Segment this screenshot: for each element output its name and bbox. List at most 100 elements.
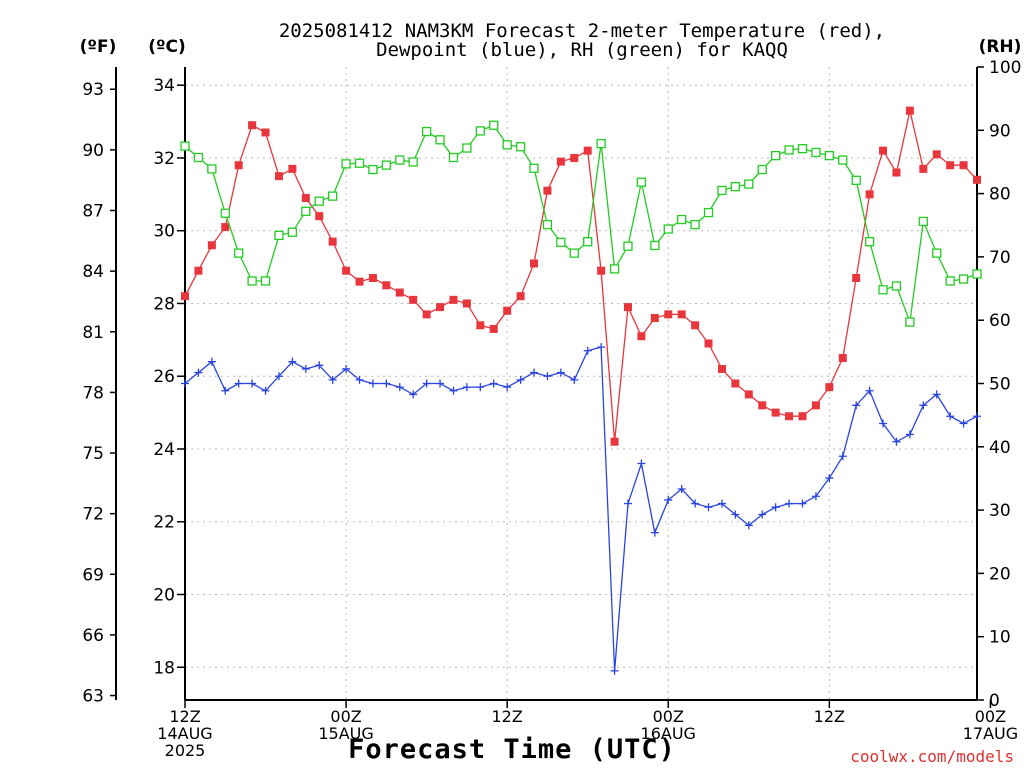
temperature-point — [825, 383, 834, 392]
rh-point — [220, 208, 230, 218]
series-line-dewpoint — [184, 346, 978, 671]
celsius-unit-label: (ºC) — [148, 37, 186, 57]
rh-tick-label: 60 — [989, 311, 1011, 331]
dewpoint-point — [946, 412, 955, 421]
temperature-point — [462, 299, 471, 308]
dewpoint-point — [771, 503, 780, 512]
dewpoint-point — [221, 386, 230, 395]
temperature-point — [315, 212, 324, 221]
fahrenheit-tick-label: 63 — [82, 687, 104, 707]
dewpoint-point — [301, 364, 310, 373]
rh-tick-label: 20 — [989, 564, 1011, 584]
rh-point — [824, 150, 834, 161]
fahrenheit-axis: 63 66 69 72 75 78 81 84 87 90 93 — [82, 80, 116, 707]
temperature-point — [328, 237, 337, 246]
dewpoint-point — [234, 379, 243, 388]
rh-point — [368, 164, 378, 175]
dewpoint-point — [664, 495, 673, 504]
dewpoint-point — [248, 379, 257, 388]
rh-point — [623, 241, 633, 251]
rh-point — [730, 181, 741, 192]
rh-tick-label: 80 — [989, 185, 1011, 205]
temperature-point — [879, 146, 888, 155]
temperature-point — [409, 295, 418, 304]
dewpoint-point — [825, 474, 834, 483]
rh-point — [838, 155, 848, 165]
temperature-point — [892, 168, 901, 177]
dewpoint-point — [436, 379, 445, 388]
dewpoint-point — [489, 379, 498, 388]
temperature-point — [919, 164, 928, 173]
celsius-tick-label: 30 — [153, 222, 175, 242]
rh-tick-label: 40 — [989, 438, 1011, 458]
temperature-point — [664, 310, 673, 319]
celsius-tick-label: 26 — [153, 367, 175, 387]
dewpoint-point — [181, 379, 189, 388]
temperature-point — [744, 390, 753, 399]
rh-point — [542, 219, 553, 230]
dewpoint-point — [919, 401, 928, 410]
grid-lines — [185, 67, 977, 700]
celsius-tick-label: 34 — [153, 76, 175, 96]
rh-point — [757, 164, 767, 175]
temperature-point — [489, 324, 498, 333]
celsius-tick-label: 20 — [153, 586, 175, 606]
dewpoint-point — [717, 499, 726, 508]
rh-point — [744, 179, 754, 189]
rh-point — [918, 216, 928, 227]
dewpoint-point — [785, 499, 794, 508]
fahrenheit-unit-label: (ºF) — [80, 37, 117, 57]
dewpoint-point — [422, 379, 431, 388]
rh-tick-label: 90 — [989, 121, 1011, 141]
temperature-point — [811, 401, 820, 410]
rh-point — [515, 142, 526, 152]
celsius-tick-label: 24 — [153, 440, 175, 460]
series-dewpoint — [181, 343, 981, 675]
dewpoint-point — [503, 383, 512, 392]
rh-point — [408, 157, 418, 167]
temperature-point — [570, 153, 579, 162]
fahrenheit-tick-label: 75 — [82, 444, 104, 464]
temperature-point — [288, 164, 297, 173]
time-tick-label: 12Z — [814, 707, 845, 726]
temperature-point — [717, 364, 726, 373]
temperature-point — [959, 161, 968, 170]
rh-point — [677, 214, 687, 225]
temperature-point — [610, 437, 619, 446]
dewpoint-point — [543, 372, 552, 381]
celsius-axis: 18 20 22 24 26 28 30 32 34 — [153, 76, 185, 678]
rh-point — [448, 152, 459, 163]
temperature-point — [623, 303, 632, 312]
rh-point — [636, 177, 647, 187]
series-temperature — [181, 106, 981, 446]
temperature-point — [221, 223, 230, 232]
fahrenheit-tick-label: 87 — [82, 201, 104, 221]
temperature-point — [342, 266, 351, 275]
dewpoint-point — [462, 383, 471, 392]
rh-point — [556, 237, 566, 247]
dewpoint-point — [650, 528, 659, 537]
temperature-point — [583, 146, 592, 155]
rh-point — [529, 163, 539, 173]
rh-point — [287, 227, 298, 237]
time-tick-label: 12Z — [492, 707, 523, 726]
fahrenheit-tick-label: 66 — [82, 626, 104, 646]
dewpoint-point — [637, 459, 646, 468]
temperature-point — [838, 354, 847, 363]
temperature-point — [449, 295, 458, 304]
rh-point — [596, 138, 606, 149]
dewpoint-point — [570, 375, 579, 384]
rh-point — [717, 185, 727, 196]
fahrenheit-tick-label: 84 — [82, 262, 104, 282]
rh-point — [328, 191, 338, 201]
temperature-point — [556, 157, 565, 166]
rh-tick-label: 70 — [989, 248, 1011, 268]
temperature-point — [865, 190, 874, 199]
rh-point — [180, 141, 190, 151]
series-layer — [180, 106, 982, 675]
dewpoint-point — [623, 499, 632, 508]
dewpoint-point — [838, 452, 847, 461]
temperature-point — [650, 314, 659, 323]
fahrenheit-tick-label: 81 — [82, 323, 104, 343]
